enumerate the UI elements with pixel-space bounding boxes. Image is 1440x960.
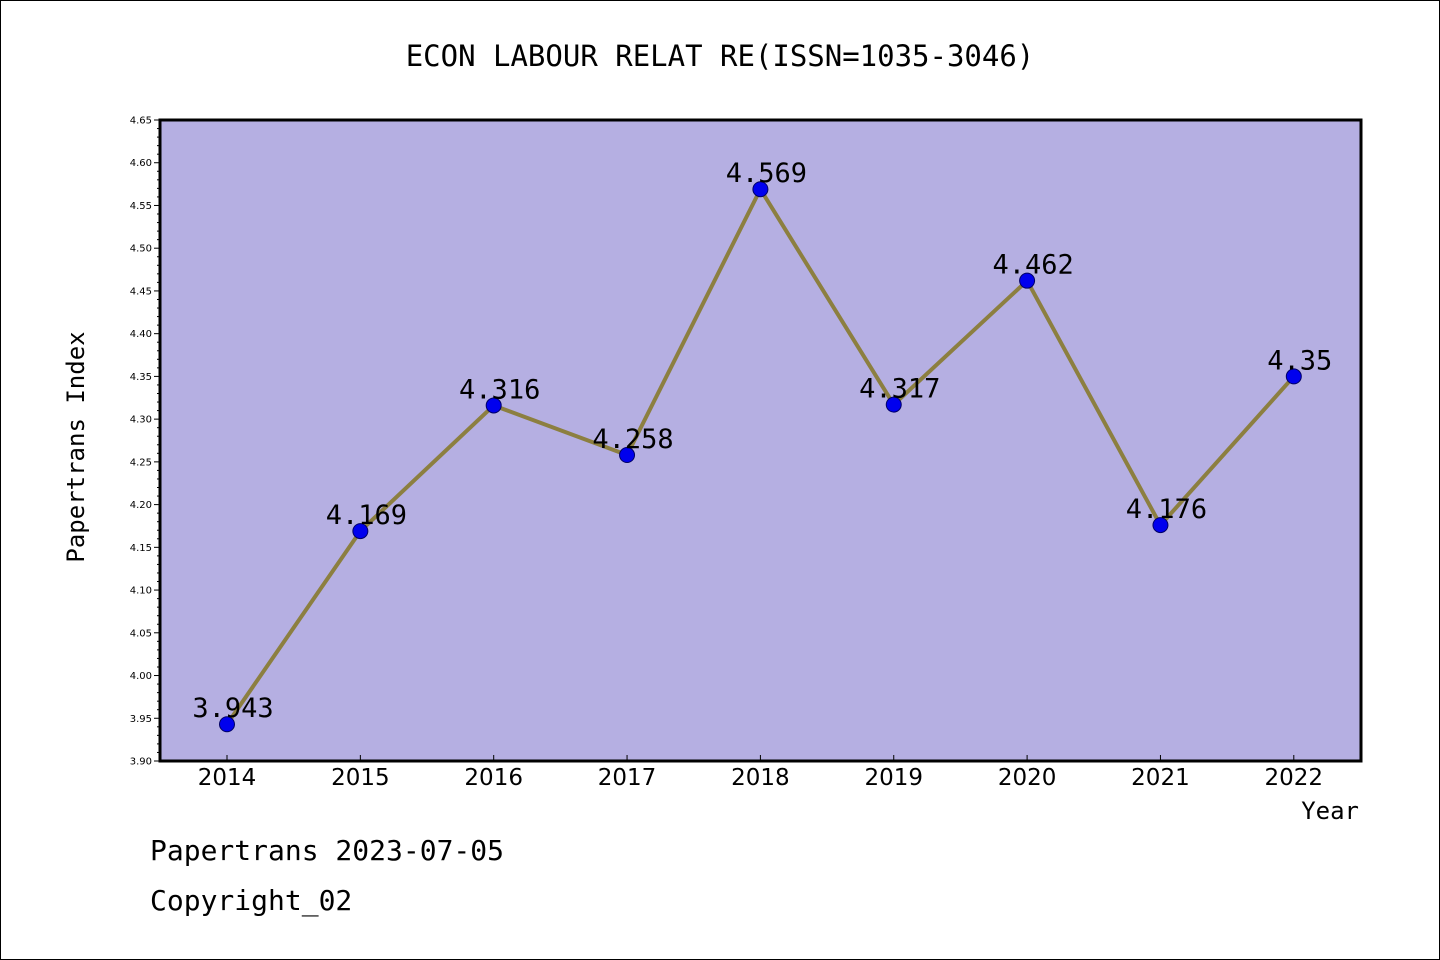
footer-copyright: Copyright_02	[150, 884, 353, 917]
data-point	[1285, 368, 1302, 385]
x-tick-label: 2019	[864, 765, 923, 791]
data-point	[485, 397, 502, 414]
y-tick-label: 4.50	[130, 244, 152, 255]
x-axis: 2014 2015 2016 2017 2018 2019 2020 2021 2022	[198, 755, 1323, 791]
chart-title: ECON LABOUR RELAT RE(ISSN=1035-3046)	[406, 39, 1035, 73]
y-tick-label: 4.65	[130, 116, 152, 127]
y-axis-label: Papertrans Index	[62, 331, 90, 562]
data-label: 4.169	[326, 500, 407, 531]
x-axis-label: Year	[1301, 797, 1359, 825]
x-tick-label: 2021	[1131, 765, 1190, 791]
x-tick-label: 2014	[198, 765, 257, 791]
y-tick-label: 4.25	[130, 457, 152, 468]
y-tick-label: 4.30	[130, 415, 152, 426]
data-label: 3.943	[192, 693, 273, 724]
data-point	[219, 716, 235, 733]
x-tick-label: 2020	[998, 765, 1057, 791]
y-tick-label: 4.10	[130, 586, 152, 597]
series-line-group: 3.943 4.169 4.316 4.258 4.569 4.317 4.462 4.176…	[192, 158, 1332, 733]
plot-area	[158, 118, 1363, 763]
x-tick-label: 2018	[731, 765, 790, 791]
data-point	[752, 181, 769, 198]
y-tick-label: 4.00	[130, 671, 152, 682]
y-tick-label: 4.35	[130, 372, 152, 383]
x-tick-label: 2022	[1265, 765, 1324, 791]
data-label: 4.35	[1267, 345, 1332, 376]
data-point	[619, 447, 636, 464]
y-axis: 3.90 3.95 4.00 4.05 4.10 4.15 4.20 4.25 4.30 4.35…	[130, 116, 160, 768]
data-label: 4.316	[459, 374, 540, 405]
data-point	[352, 523, 369, 540]
data-point	[1019, 272, 1036, 289]
y-tick-label: 4.15	[130, 543, 152, 554]
y-tick-label: 4.05	[130, 628, 152, 639]
data-label: 4.462	[992, 250, 1073, 281]
x-tick-label: 2015	[331, 765, 390, 791]
data-label: 4.569	[726, 158, 807, 189]
y-tick-label: 4.40	[130, 329, 152, 340]
y-tick-label: 4.55	[130, 201, 152, 212]
data-label: 4.176	[1126, 494, 1207, 525]
y-tick-label: 4.20	[130, 500, 152, 511]
footer-date: Papertrans 2023-07-05	[150, 834, 505, 867]
x-tick-label: 2017	[598, 765, 657, 791]
data-point	[885, 396, 902, 413]
y-tick-label: 4.45	[130, 286, 152, 297]
x-tick-label: 2016	[464, 765, 523, 791]
data-label: 4.317	[859, 374, 940, 405]
data-label: 4.258	[592, 424, 673, 455]
y-tick-label: 3.90	[130, 757, 152, 768]
y-tick-label: 3.95	[130, 714, 152, 725]
y-tick-label: 4.60	[130, 158, 152, 169]
data-point	[1152, 517, 1169, 534]
